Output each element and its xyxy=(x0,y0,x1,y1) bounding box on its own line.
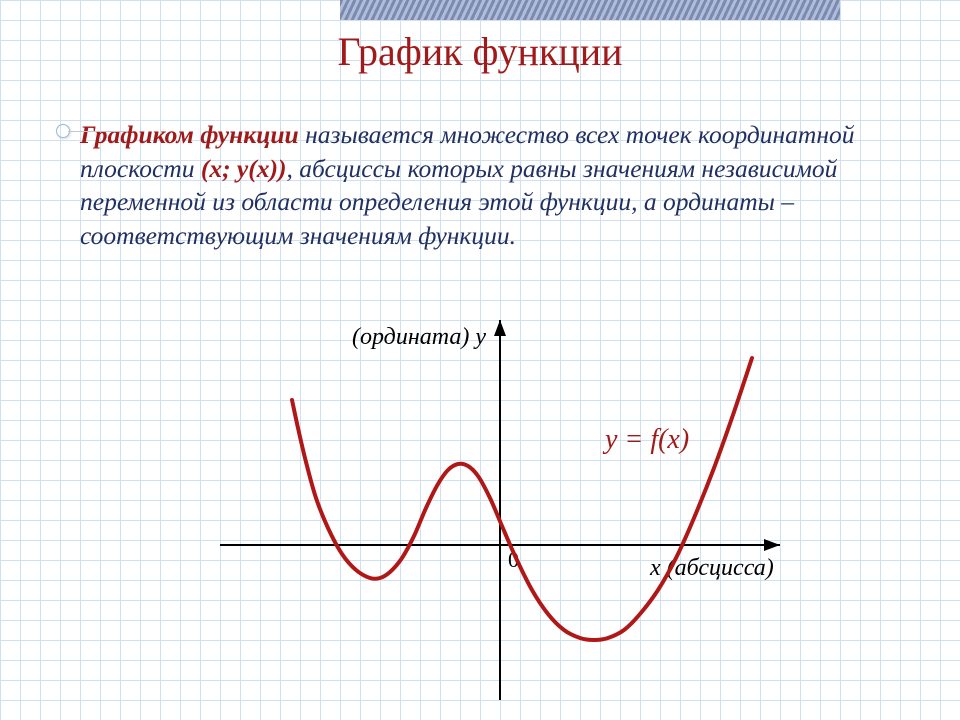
definition-block: Графиком функции называется множество вс… xyxy=(60,118,900,253)
plot-svg: (ордината) y x (абсцисса) 0 y = f(x) xyxy=(180,300,800,710)
definition-head: Графиком функции xyxy=(80,120,299,149)
function-label: y = f(x) xyxy=(602,424,689,455)
bullet-icon xyxy=(56,124,74,142)
header-hatch-strip xyxy=(340,0,840,20)
definition-text: Графиком функции называется множество вс… xyxy=(80,118,900,253)
page-title: График функции xyxy=(0,28,960,75)
x-axis-arrow-icon xyxy=(764,539,780,551)
y-axis-arrow-icon xyxy=(494,320,506,336)
y-axis-label: (ордината) y xyxy=(352,324,486,350)
function-plot: (ордината) y x (абсцисса) 0 y = f(x) xyxy=(180,300,800,710)
definition-coord: (x; y(x)) xyxy=(201,154,287,183)
function-curve xyxy=(292,358,752,640)
